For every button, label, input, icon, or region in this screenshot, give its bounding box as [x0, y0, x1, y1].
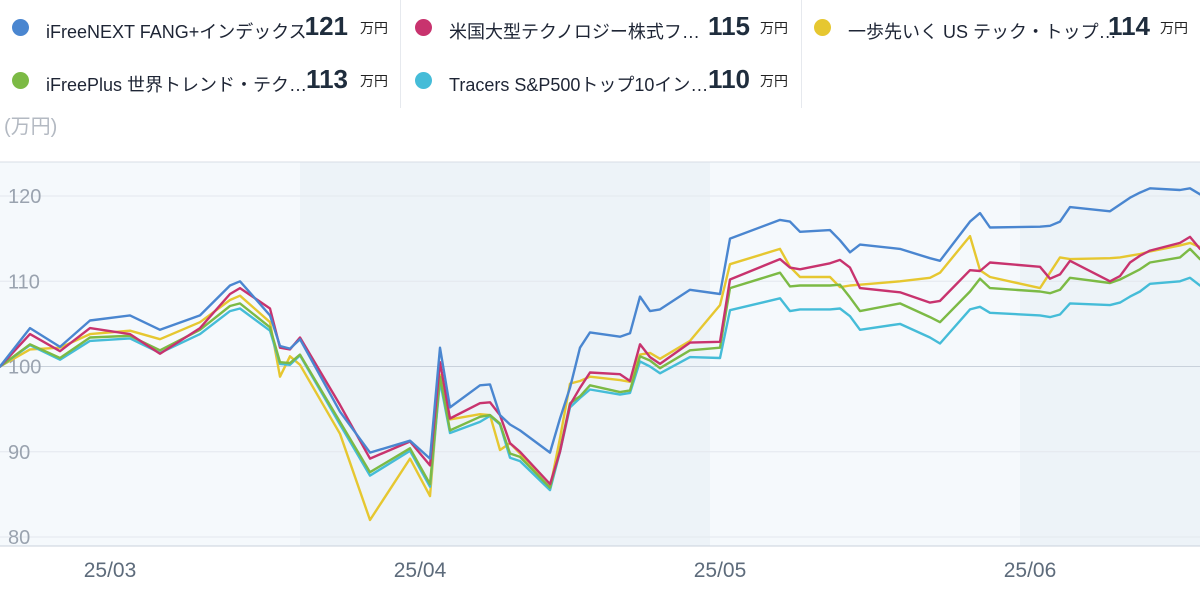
series-color-dot — [12, 72, 29, 89]
legend-item-world-trend-tech[interactable]: iFreePlus 世界トレンド・テク… 113 万円 — [0, 61, 398, 101]
legend-name: iFreePlus 世界トレンド・テク… — [46, 75, 308, 95]
y-axis-unit: (万円) — [4, 116, 58, 138]
legend-unit: 万円 — [760, 73, 788, 89]
legend-value: 110 — [708, 64, 750, 94]
series-line[interactable] — [0, 187, 1200, 460]
series-color-dot — [814, 19, 831, 36]
legend-item-fang[interactable]: iFreeNEXT FANG+インデックス 121 万円 — [0, 8, 398, 48]
series-lines — [0, 187, 1200, 522]
legend-item-us-tech-fund[interactable]: 米国大型テクノロジー株式フ… 115 万円 — [402, 8, 800, 48]
legend-unit: 万円 — [1160, 20, 1188, 36]
month-band — [1020, 162, 1200, 546]
x-tick-label: 25/04 — [394, 559, 447, 582]
legend-value: 113 — [306, 64, 348, 94]
y-tick-label: 90 — [8, 442, 30, 464]
legend-value: 115 — [708, 11, 750, 41]
legend-name: 米国大型テクノロジー株式フ… — [449, 22, 700, 42]
series-color-dot — [415, 72, 432, 89]
x-tick-label: 25/05 — [694, 559, 747, 582]
legend-value: 121 — [304, 11, 348, 41]
y-tick-label: 110 — [8, 271, 40, 293]
y-tick-label: 80 — [8, 527, 30, 549]
series-line[interactable] — [0, 247, 1200, 489]
legend-unit: 万円 — [760, 20, 788, 36]
legend-name: 一歩先いく US テック・トップ… — [848, 22, 1117, 42]
x-tick-label: 25/03 — [84, 559, 137, 582]
legend-unit: 万円 — [360, 20, 388, 36]
series-color-dot — [12, 19, 29, 36]
chart-background — [0, 162, 1200, 546]
y-axis-ticks: 80 90 100 110 120 — [8, 186, 41, 549]
legend-unit: 万円 — [360, 73, 388, 89]
legend-value: 114 — [1108, 11, 1150, 41]
legend-item-sp500-top10[interactable]: Tracers S&P500トップ10イン… 110 万円 — [402, 61, 800, 101]
series-line[interactable] — [0, 235, 1200, 486]
x-tick-label: 25/06 — [1004, 559, 1057, 582]
legend-item-us-tech-top[interactable]: 一歩先いく US テック・トップ… 114 万円 — [804, 8, 1200, 48]
y-tick-label: 100 — [8, 357, 41, 379]
legend-name: iFreeNEXT FANG+インデックス — [46, 22, 307, 42]
x-axis-ticks: 25/03 25/04 25/05 25/06 — [84, 559, 1057, 582]
y-tick-label: 120 — [8, 186, 41, 208]
grid-lines — [0, 161, 1200, 547]
legend-name: Tracers S&P500トップ10イン… — [449, 75, 709, 95]
series-color-dot — [415, 19, 432, 36]
legend-divider — [400, 0, 401, 108]
legend-divider — [801, 0, 802, 108]
